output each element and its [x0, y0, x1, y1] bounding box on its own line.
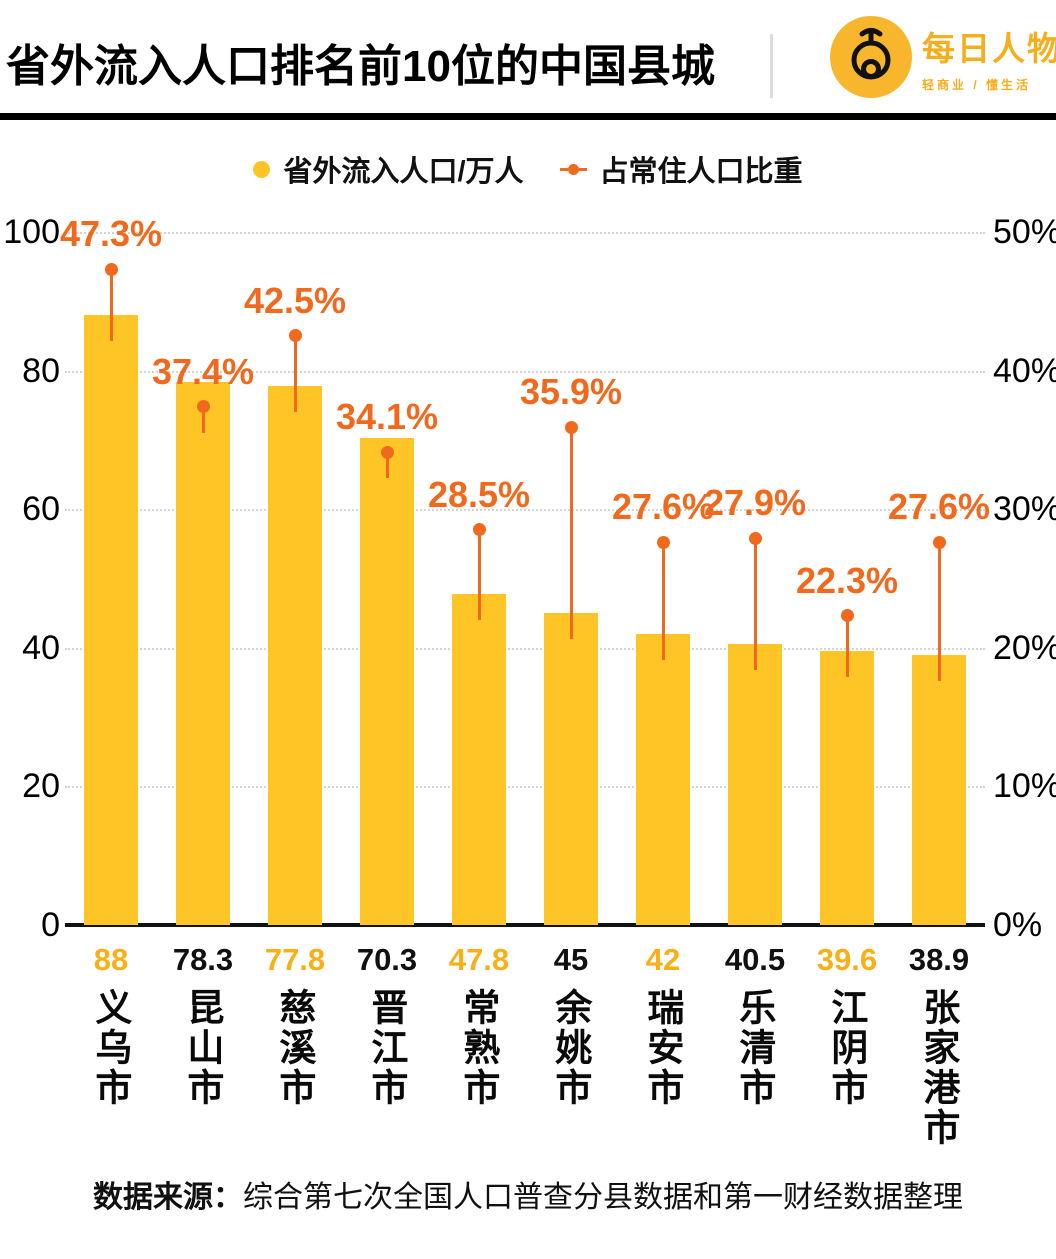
city-label: 常熟市	[457, 988, 499, 1108]
pct-marker-dot	[748, 531, 762, 545]
bar	[360, 437, 414, 925]
city-label: 昆山市	[181, 988, 223, 1108]
city-label: 乐清市	[733, 988, 775, 1108]
value-label: 42	[645, 942, 681, 977]
brand-tagline: 轻商业 / 懂生活	[922, 77, 1032, 92]
bar	[176, 382, 230, 925]
city-label: 瑞安市	[641, 988, 683, 1108]
city-label: 义乌市	[89, 988, 131, 1108]
pct-marker-dot	[564, 420, 578, 434]
pct-label: 27.6%	[611, 486, 715, 528]
bar	[84, 315, 138, 925]
value-label: 47.8	[448, 942, 510, 977]
chart-baseline	[65, 923, 985, 927]
city-label: 余姚市	[549, 988, 591, 1108]
chart-legend: 省外流入人口/万人 占常住人口比重	[0, 148, 1056, 190]
pct-marker-dot	[840, 609, 854, 623]
brand-logo-icon	[830, 16, 912, 98]
right-axis-tick-label: 20%	[993, 628, 1056, 667]
bar	[820, 650, 874, 925]
value-label: 39.6	[816, 942, 878, 977]
pct-marker-stem	[477, 529, 481, 620]
brand-name: 每日人物	[922, 29, 1056, 67]
pct-series-marker-icon	[559, 163, 587, 175]
pct-label: 37.4%	[151, 350, 255, 392]
value-label: 77.8	[264, 942, 326, 977]
bar-series-dot-icon	[253, 160, 271, 178]
gridline	[65, 647, 985, 650]
pct-marker-stem	[385, 452, 389, 479]
pct-marker-dot	[288, 329, 302, 343]
legend-pct-series-label: 占常住人口比重	[599, 156, 803, 188]
left-axis-tick-label: 20	[22, 767, 60, 806]
left-axis-tick-label: 40	[22, 628, 60, 667]
gridline	[65, 509, 985, 512]
value-label: 70.3	[356, 942, 418, 977]
value-label: 40.5	[724, 942, 786, 977]
bar	[268, 385, 322, 925]
value-label: 88	[93, 942, 129, 977]
header-divider	[770, 34, 773, 98]
left-axis-tick-label: 80	[22, 351, 60, 390]
pct-label: 22.3%	[795, 559, 899, 601]
city-label: 慈溪市	[273, 988, 315, 1108]
pct-marker-dot	[932, 535, 946, 549]
city-label: 晋江市	[365, 988, 407, 1108]
value-label: 38.9	[908, 942, 970, 977]
legend-item-pct-series: 占常住人口比重	[559, 148, 803, 190]
header-rule	[0, 113, 1056, 120]
pct-marker-stem	[569, 427, 573, 640]
pct-marker-stem	[661, 542, 665, 660]
brand-logo: 每日人物 轻商业 / 懂生活	[830, 16, 1056, 98]
value-label: 45	[553, 942, 589, 977]
pct-marker-stem	[845, 615, 849, 677]
pct-marker-dot	[196, 400, 210, 414]
right-axis-tick-label: 40%	[993, 351, 1056, 390]
brand-text: 每日人物 轻商业 / 懂生活	[922, 22, 1056, 93]
pct-label: 42.5%	[243, 279, 347, 321]
pct-marker-stem	[109, 269, 113, 342]
city-label: 江阴市	[825, 988, 867, 1108]
gridline	[65, 370, 985, 373]
bar	[544, 613, 598, 925]
pct-marker-dot	[380, 445, 394, 459]
value-label: 78.3	[172, 942, 234, 977]
pct-label: 34.1%	[335, 396, 439, 438]
pct-marker-dot	[472, 523, 486, 537]
page-title: 省外流入人口排名前10位的中国县城	[6, 42, 715, 91]
left-axis-tick-label: 60	[22, 490, 60, 529]
city-label: 张家港市	[917, 988, 959, 1148]
pct-label: 35.9%	[519, 371, 623, 413]
pct-marker-stem	[293, 335, 297, 412]
data-source: 数据来源：综合第七次全国人口普查分县数据和第一财经数据整理	[0, 1172, 1056, 1216]
right-axis-tick-label: 30%	[993, 490, 1056, 529]
left-axis-tick-label: 100	[3, 213, 60, 251]
legend-item-bar-series: 省外流入人口/万人	[253, 148, 524, 190]
left-axis-tick-label: 0	[41, 906, 60, 944]
bar	[452, 593, 506, 925]
right-axis-tick-label: 50%	[993, 213, 1056, 251]
pct-marker-dot	[656, 535, 670, 549]
pct-label: 27.9%	[703, 482, 807, 524]
pct-label: 27.6%	[887, 486, 991, 528]
bar	[728, 644, 782, 925]
bar	[912, 655, 966, 925]
pct-label: 47.3%	[59, 213, 163, 255]
gridline	[65, 786, 985, 789]
pct-marker-dot	[104, 262, 118, 276]
legend-bar-series-label: 省外流入人口/万人	[283, 156, 524, 188]
header: 省外流入人口排名前10位的中国县城 每日人物 轻商业 / 懂生活	[0, 0, 1056, 113]
bar	[636, 633, 690, 925]
pct-marker-stem	[937, 542, 941, 682]
pct-marker-stem	[201, 406, 205, 433]
data-source-text: 综合第七次全国人口普查分县数据和第一财经数据整理	[243, 1181, 963, 1214]
right-axis-tick-label: 10%	[993, 767, 1056, 806]
right-axis-tick-label: 0%	[993, 906, 1043, 944]
pct-marker-stem	[753, 538, 757, 671]
gridline	[65, 232, 985, 234]
data-source-label: 数据来源：	[93, 1181, 243, 1214]
pct-label: 28.5%	[427, 473, 531, 515]
